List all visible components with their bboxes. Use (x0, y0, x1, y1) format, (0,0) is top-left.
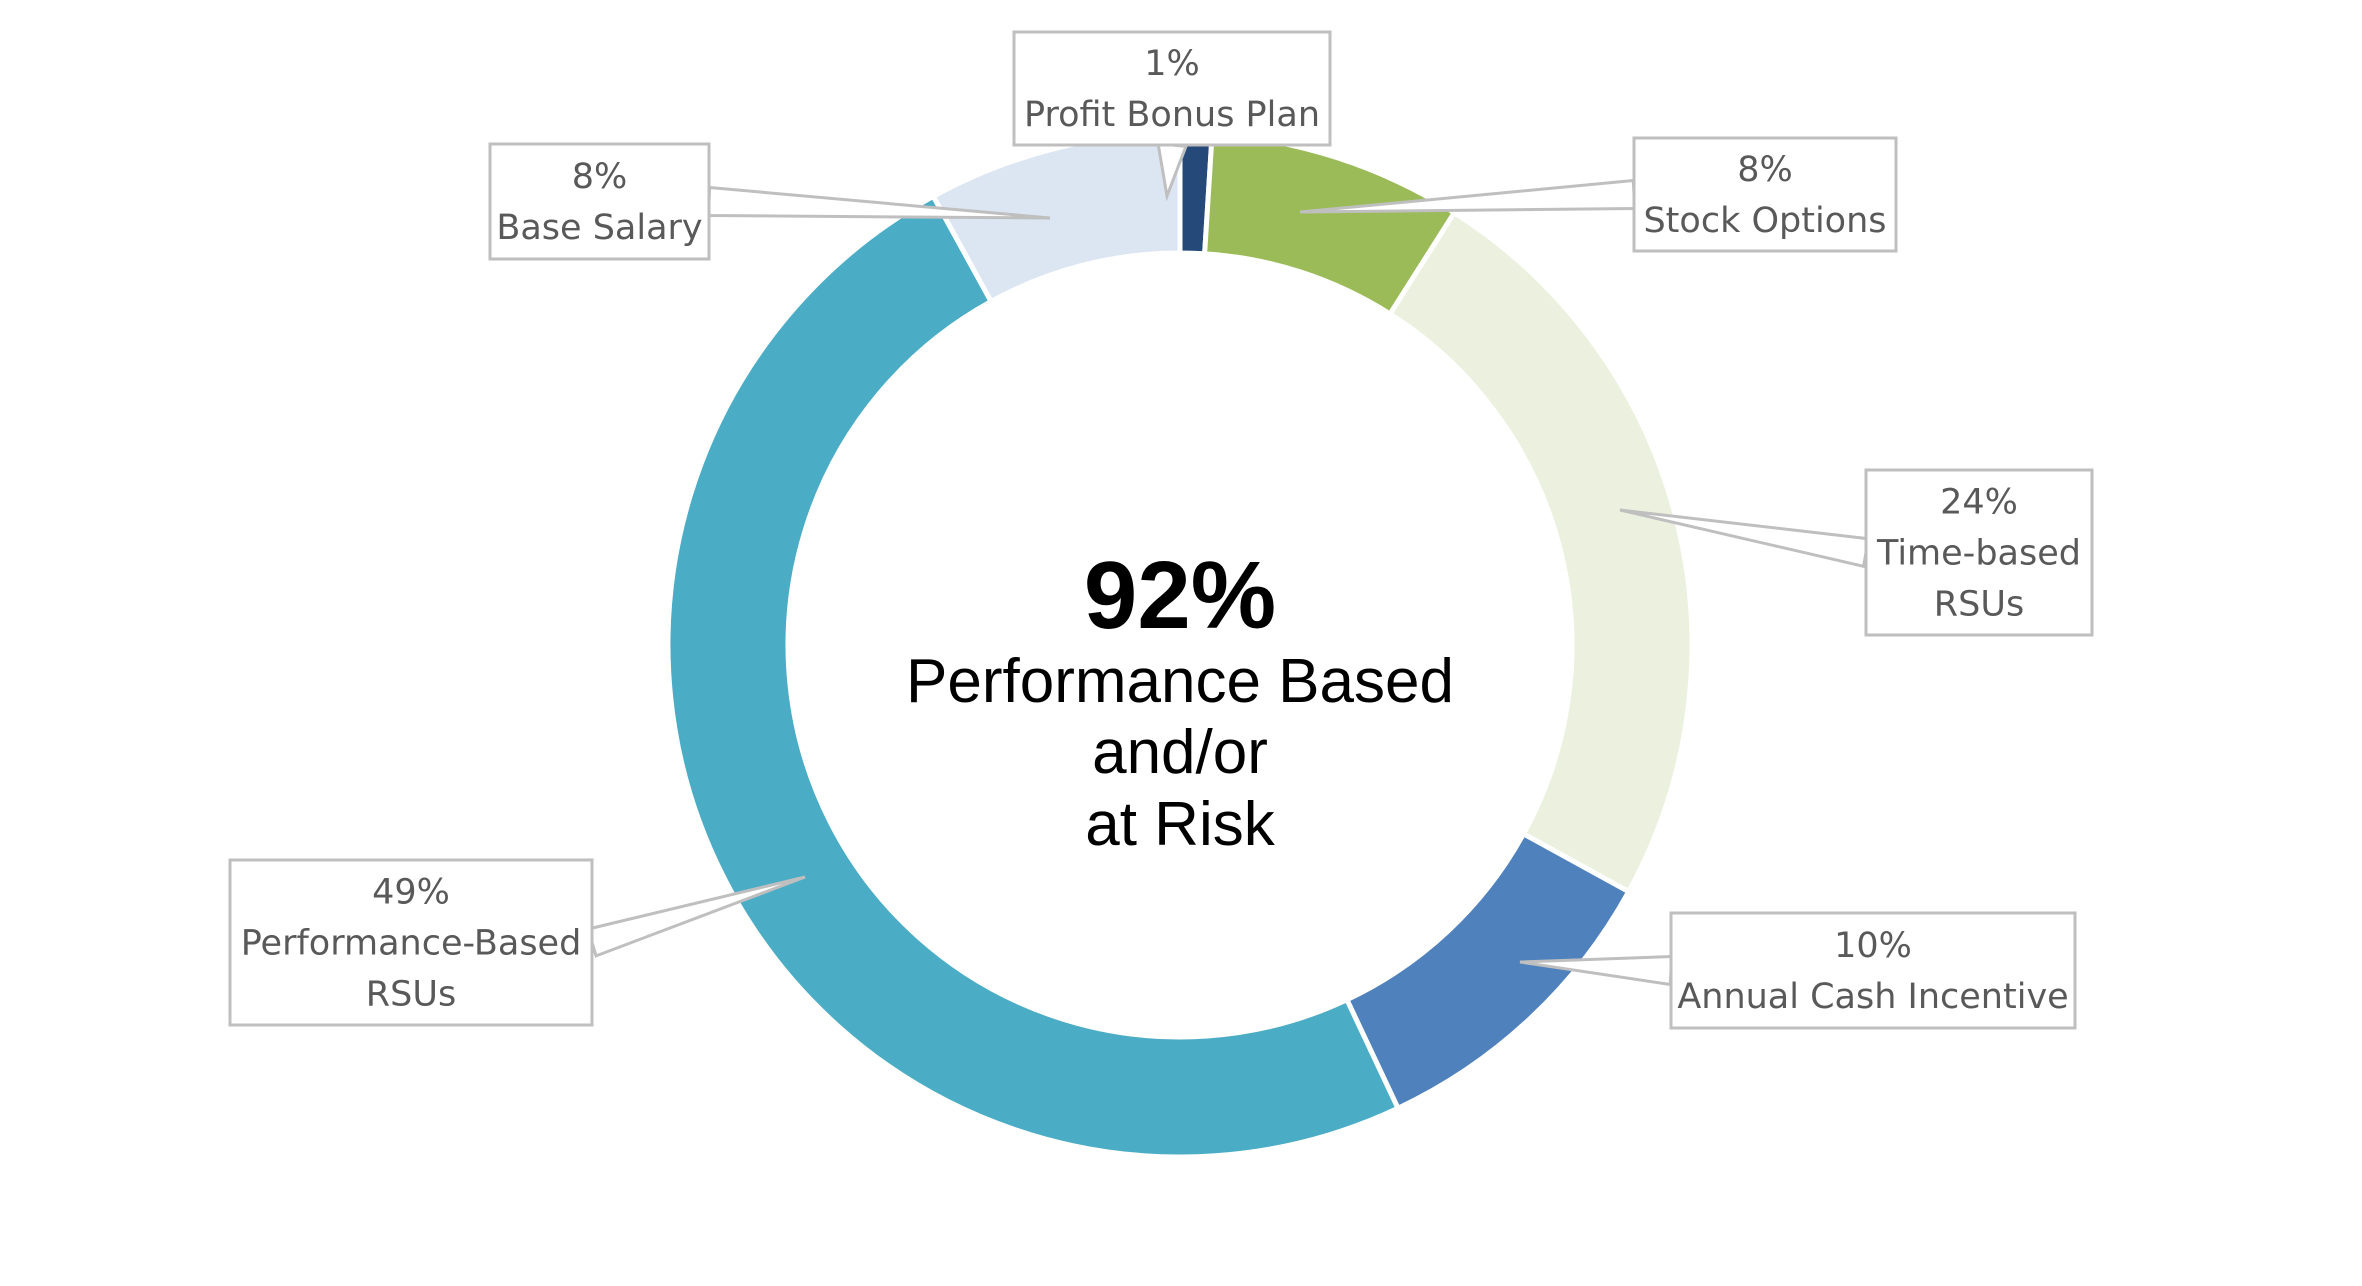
label-name-performance-based-rsus: RSUs (366, 975, 456, 1015)
label-name-time-based-rsus: RSUs (1934, 585, 2024, 625)
center-label: 92% Performance Based and/or at Risk (906, 542, 1454, 859)
label-box-profit-bonus-plan (1012, 30, 1332, 147)
label-name-time-based-rsus: Time-based (1876, 534, 2081, 574)
label-box-time-based-rsus (1864, 468, 2094, 637)
label-box-annual-cash-incentive (1669, 911, 2077, 1030)
label-value-stock-options: 8% (1737, 150, 1793, 190)
label-name-annual-cash-incentive: Annual Cash Incentive (1677, 977, 2068, 1017)
label-box-stock-options (1632, 136, 1898, 253)
center-value: 92% (1084, 542, 1276, 649)
slice-labels: 1% Profit Bonus Plan 8% Stock Options 24% Tim… (228, 30, 2094, 1030)
leader-lines (585, 141, 1871, 987)
label-box-performance-based-rsus (228, 858, 594, 1027)
label-name-profit-bonus-plan: Profit Bonus Plan (1024, 95, 1320, 135)
label-box-base-salary (488, 142, 711, 261)
center-line-2: and/or (1092, 718, 1268, 787)
label-value-time-based-rsus: 24% (1940, 483, 2018, 523)
center-line-1: Performance Based (906, 647, 1454, 716)
center-line-3: at Risk (1085, 790, 1275, 859)
label-value-annual-cash-incentive: 10% (1834, 926, 1912, 966)
label-name-performance-based-rsus: Performance-Based (241, 924, 582, 964)
slice-performance-based-rsus (665, 192, 1402, 1160)
label-value-profit-bonus-plan: 1% (1144, 44, 1200, 84)
label-name-stock-options: Stock Options (1643, 201, 1886, 241)
slice-time-based-rsus (1386, 209, 1695, 896)
label-value-base-salary: 8% (572, 157, 628, 197)
label-name-base-salary: Base Salary (496, 208, 702, 248)
donut-slices (665, 130, 1695, 1160)
label-value-performance-based-rsus: 49% (372, 873, 450, 913)
